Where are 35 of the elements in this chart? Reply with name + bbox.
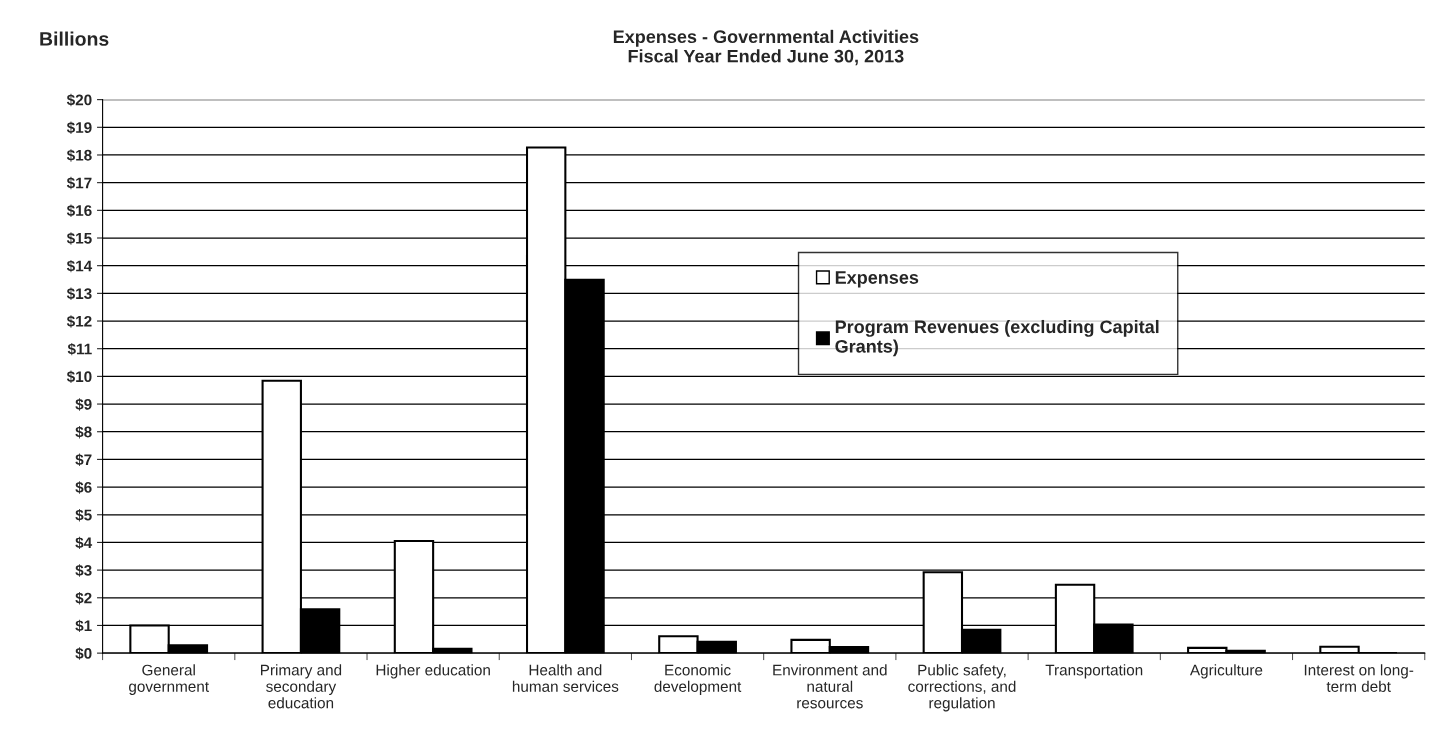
y-tick-label: $18 — [66, 149, 92, 162]
x-tick-label: Public safety, corrections, and regulation — [908, 664, 1016, 712]
y-tick-label: $7 — [75, 453, 92, 467]
y-tick-label: $20 — [66, 93, 92, 107]
x-tick-label: Primary and secondary education — [261, 664, 342, 709]
y-tick-label: $11 — [67, 342, 92, 356]
y-tick-label: $0 — [75, 647, 92, 660]
y-axis-title: Billions — [40, 31, 109, 46]
y-tick-label: $5 — [75, 508, 92, 522]
y-tick-label: $3 — [75, 564, 92, 577]
x-tick-label: General government — [129, 664, 209, 695]
y-tick-label: $10 — [66, 370, 92, 384]
y-tick-label: $13 — [66, 287, 92, 301]
y-tick-label: $17 — [66, 176, 92, 190]
y-tick-label: $6 — [75, 481, 92, 494]
y-tick-label: $1 — [75, 619, 92, 633]
y-tick-label: $9 — [75, 398, 92, 411]
x-tick-label: Higher education — [376, 664, 490, 679]
legend-label: Program Revenues (excluding Capital Grants) — [835, 319, 1159, 357]
x-tick-label: Agriculture — [1189, 664, 1263, 679]
y-tick-label: $12 — [66, 315, 92, 328]
y-tick-label: $14 — [66, 259, 93, 273]
y-tick-label: $8 — [75, 425, 92, 439]
x-tick-label: Environment and natural resources — [773, 664, 887, 709]
x-tick-label: Health and human services — [512, 664, 619, 692]
legend-label: Expenses — [835, 271, 919, 288]
y-tick-label: $2 — [75, 591, 92, 605]
x-tick-label: Transportation — [1045, 664, 1143, 679]
x-tick-label: Interest on long- term debt — [1304, 664, 1414, 692]
chart-title: Expenses - Governmental Activities Fiscal Year Ended June 30, 2013 — [613, 29, 919, 66]
y-tick-label: $16 — [66, 204, 92, 217]
y-tick-label: $19 — [66, 121, 92, 134]
x-tick-label: Economic development — [654, 664, 742, 695]
y-tick-label: $15 — [66, 232, 92, 245]
y-tick-label: $4 — [75, 536, 93, 550]
